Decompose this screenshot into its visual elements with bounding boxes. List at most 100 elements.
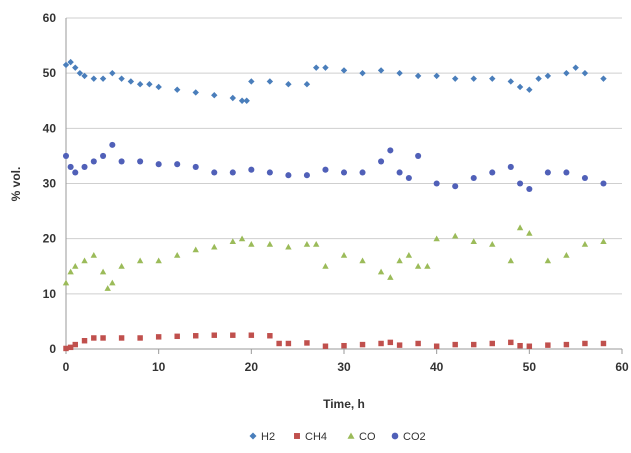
data-point — [137, 335, 143, 341]
data-point — [81, 338, 88, 344]
data-point — [303, 81, 311, 88]
data-point — [193, 333, 199, 339]
data-point — [507, 257, 514, 264]
data-point — [174, 161, 181, 168]
data-point — [248, 166, 255, 173]
data-point — [304, 340, 310, 346]
data-point — [91, 335, 97, 341]
data-point — [238, 97, 246, 104]
y-tick-label: 60 — [43, 11, 57, 25]
data-point — [303, 172, 310, 179]
x-tick-label: 40 — [430, 360, 444, 374]
data-point — [563, 169, 570, 176]
x-tick-label: 50 — [523, 360, 537, 374]
data-point — [174, 252, 181, 258]
data-point — [600, 75, 607, 82]
data-point — [396, 69, 403, 77]
data-point — [322, 64, 329, 71]
data-point — [243, 97, 250, 104]
data-point — [526, 343, 533, 349]
data-point — [76, 69, 84, 77]
data-point — [377, 268, 385, 275]
x-tick-label: 30 — [337, 360, 351, 374]
data-point — [489, 340, 495, 347]
data-point — [581, 69, 589, 77]
data-point — [285, 172, 292, 179]
y-tick-label: 0 — [49, 342, 56, 356]
data-point — [192, 246, 199, 253]
x-tick-label: 10 — [152, 360, 166, 374]
legend-item: H2 — [249, 431, 275, 443]
legend-item: CO2 — [391, 431, 426, 443]
data-point — [516, 83, 524, 91]
data-point — [340, 67, 348, 74]
data-point — [267, 333, 273, 339]
data-point — [378, 340, 384, 347]
data-point — [192, 89, 199, 96]
data-point — [600, 340, 607, 347]
data-point — [109, 69, 116, 77]
data-point — [359, 169, 366, 176]
data-point — [600, 238, 607, 244]
data-point — [67, 58, 74, 66]
data-point — [433, 343, 440, 349]
legend-item: CO — [347, 431, 376, 443]
data-point — [582, 340, 588, 347]
x-axis-title: Time, h — [323, 397, 365, 411]
data-point — [266, 169, 273, 176]
data-point — [387, 147, 394, 154]
data-point — [414, 72, 422, 80]
data-point — [155, 83, 162, 91]
data-point — [81, 163, 88, 170]
data-point — [72, 64, 79, 71]
data-point — [452, 75, 459, 82]
data-point — [248, 240, 255, 247]
data-point — [433, 180, 440, 187]
data-point — [266, 240, 274, 247]
legend-label: CO2 — [403, 431, 426, 443]
y-tick-label: 20 — [43, 232, 57, 246]
data-point — [313, 64, 320, 71]
data-point — [99, 268, 107, 275]
series-co2 — [62, 141, 607, 193]
data-point — [581, 240, 589, 247]
x-tick-label: 60 — [615, 360, 629, 374]
data-point — [452, 232, 459, 239]
legend-label: CO — [359, 431, 376, 443]
data-point — [452, 183, 459, 190]
data-point — [507, 163, 514, 170]
data-point — [415, 152, 422, 159]
x-tick-label: 20 — [245, 360, 259, 374]
data-point — [155, 257, 162, 264]
data-point — [67, 268, 74, 275]
legend-label: CH4 — [305, 431, 327, 443]
data-point — [230, 332, 236, 338]
data-point — [387, 339, 394, 346]
data-point — [211, 332, 217, 338]
data-point — [507, 78, 514, 85]
data-point — [378, 158, 385, 165]
data-point — [535, 75, 542, 82]
data-point — [470, 238, 477, 244]
y-tick-label: 10 — [43, 287, 57, 301]
data-point — [517, 342, 523, 349]
legend-item: CH4 — [294, 431, 327, 443]
data-point — [238, 235, 246, 242]
data-point — [424, 263, 431, 269]
data-point — [229, 238, 236, 244]
data-point — [174, 333, 180, 340]
data-point — [415, 340, 421, 347]
data-point — [155, 334, 162, 340]
data-point — [359, 341, 366, 348]
data-point — [544, 169, 551, 176]
data-point — [99, 75, 107, 82]
data-point — [100, 152, 107, 159]
data-point — [544, 257, 552, 264]
data-point — [340, 252, 348, 258]
axes: 0 10 20 30 40 50 60 0 10 20 30 40 50 60 — [43, 11, 629, 374]
data-point — [266, 78, 274, 85]
data-point — [72, 263, 79, 269]
data-point — [285, 243, 292, 250]
data-point — [67, 344, 74, 351]
